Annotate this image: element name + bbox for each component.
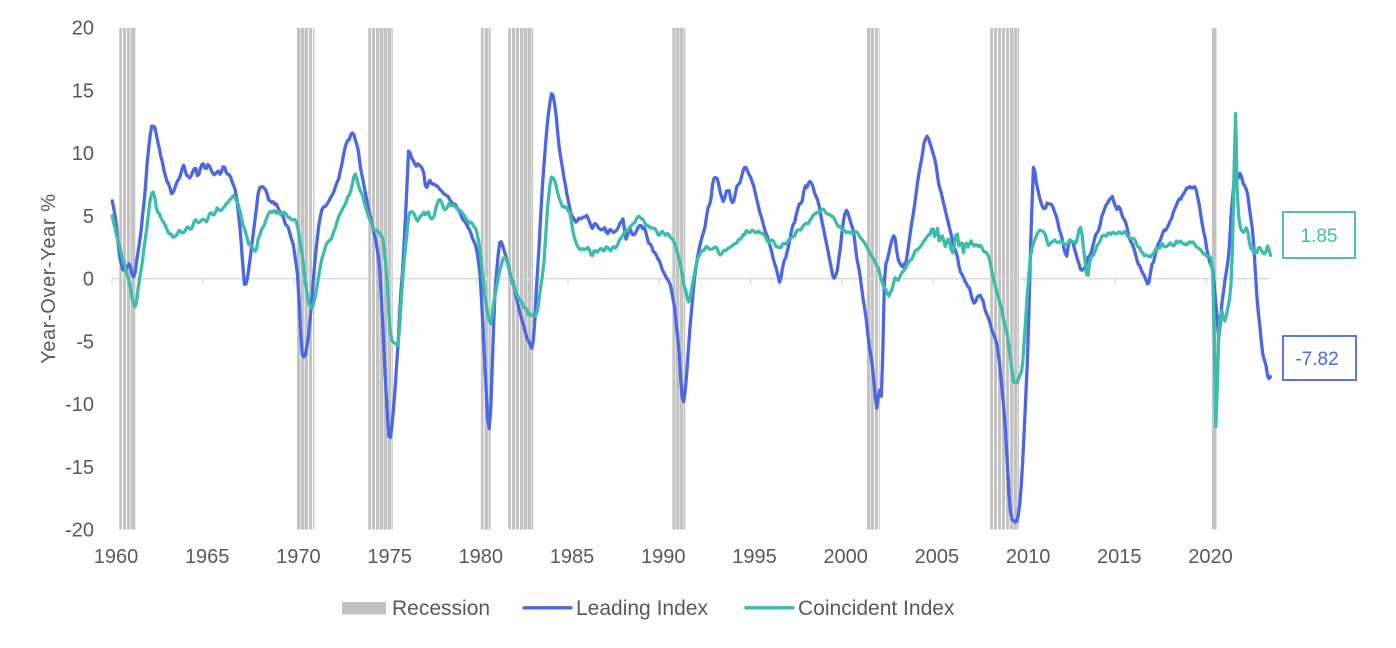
svg-text:2005: 2005 bbox=[915, 546, 960, 568]
svg-text:2020: 2020 bbox=[1188, 546, 1233, 568]
svg-text:Leading Index: Leading Index bbox=[576, 597, 708, 620]
svg-text:1995: 1995 bbox=[732, 546, 777, 568]
svg-text:1.85: 1.85 bbox=[1301, 226, 1338, 247]
svg-text:Year-Over-Year %: Year-Over-Year % bbox=[38, 193, 60, 363]
svg-text:5: 5 bbox=[83, 206, 94, 228]
svg-text:-7.82: -7.82 bbox=[1295, 349, 1338, 370]
svg-text:0: 0 bbox=[83, 269, 94, 291]
svg-text:1960: 1960 bbox=[94, 546, 139, 568]
svg-text:1965: 1965 bbox=[185, 546, 230, 568]
svg-text:10: 10 bbox=[72, 143, 94, 165]
svg-text:-15: -15 bbox=[65, 457, 94, 479]
svg-text:Coincident Index: Coincident Index bbox=[798, 597, 955, 620]
svg-text:1970: 1970 bbox=[276, 546, 321, 568]
svg-text:2015: 2015 bbox=[1097, 546, 1142, 568]
svg-text:Recession: Recession bbox=[392, 597, 490, 620]
svg-text:-20: -20 bbox=[65, 520, 94, 542]
svg-text:15: 15 bbox=[72, 80, 94, 102]
svg-text:2010: 2010 bbox=[1006, 546, 1051, 568]
svg-text:1975: 1975 bbox=[367, 546, 412, 568]
svg-text:1980: 1980 bbox=[459, 546, 504, 568]
svg-text:20: 20 bbox=[72, 18, 94, 40]
svg-text:-10: -10 bbox=[65, 394, 94, 416]
svg-text:2000: 2000 bbox=[823, 546, 868, 568]
svg-text:1990: 1990 bbox=[641, 546, 686, 568]
svg-text:1985: 1985 bbox=[550, 546, 595, 568]
svg-text:-5: -5 bbox=[76, 331, 94, 353]
